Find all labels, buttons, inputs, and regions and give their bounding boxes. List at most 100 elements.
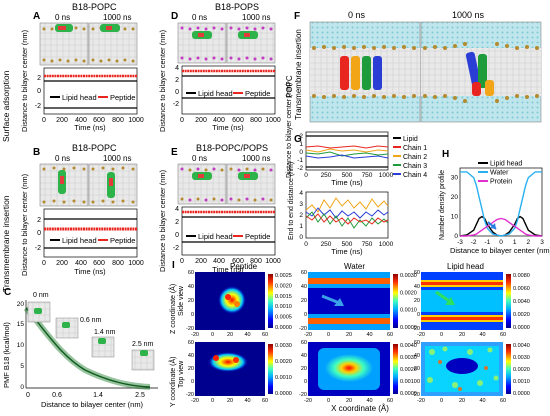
panel-a-xtick: 800 bbox=[112, 117, 124, 124]
panel-g-xtick: 0 bbox=[304, 241, 308, 248]
panel-d-snapshots bbox=[177, 22, 276, 64]
panel-letter-b: B bbox=[33, 147, 40, 158]
heatmap-xtick: 40 bbox=[479, 398, 485, 404]
panel-b-time1: 1000 ns bbox=[103, 154, 131, 163]
heatmap-water-side bbox=[308, 272, 390, 330]
colorbar-tick: 0.0010 bbox=[275, 304, 292, 310]
panel-c-snapshot-label: 0 nm bbox=[33, 292, 49, 299]
panel-d-time0: 0 ns bbox=[192, 13, 207, 22]
panel-letter-h: H bbox=[442, 149, 449, 160]
panel-c-snapshot-label: 0.6 nm bbox=[80, 317, 102, 324]
heatmap-ytick: 0 bbox=[191, 312, 194, 318]
panel-c-snapshot-label: 2.5 nm bbox=[132, 341, 154, 348]
heatmap-ytick: -20 bbox=[186, 392, 194, 398]
panel-c-snapshot-2: 1.4 nm bbox=[91, 329, 116, 358]
heatmap-xtick: -20 bbox=[191, 398, 199, 404]
panel-i-ylabel-bottom2: Top view bbox=[178, 360, 185, 388]
panel-h-xtick: -3 bbox=[457, 239, 463, 246]
panel-g-xtick: 500 bbox=[342, 241, 353, 248]
panel-c-ytick: 10 bbox=[17, 342, 25, 349]
panel-b-xtick: 400 bbox=[75, 260, 87, 267]
panel-a-title: B18-POPC bbox=[72, 2, 117, 12]
colorbar-tick: 0.0020 bbox=[275, 359, 292, 365]
legend-peptide: Peptide bbox=[110, 236, 135, 245]
panel-d-ytick: 0 bbox=[175, 89, 179, 96]
panel-a-xtick: 400 bbox=[75, 117, 87, 124]
panel-b-title: B18-POPC bbox=[72, 143, 117, 153]
panel-b-xtick: 200 bbox=[56, 260, 68, 267]
panel-h-ytick: 20 bbox=[451, 194, 459, 201]
series-line-lipid-head bbox=[459, 215, 543, 237]
heatmap-xtick: 0 bbox=[211, 398, 214, 404]
heatmap-xtick: 60 bbox=[387, 332, 393, 338]
panel-e-time1: 1000 ns bbox=[242, 154, 270, 163]
panel-g-legend: Lipid bbox=[403, 136, 418, 143]
panel-a-ytick-1: 0 bbox=[37, 88, 41, 95]
panel-i-arrow-icon bbox=[445, 297, 455, 305]
heatmap-ytick: 60 bbox=[301, 340, 307, 346]
colorbar-tick: 0.0020 bbox=[513, 367, 530, 373]
panel-i-ylabel-bottom: Y coordinate (Å) bbox=[168, 357, 177, 407]
heatmap-ytick: 0 bbox=[191, 379, 194, 385]
panel-e-ytick: 2 bbox=[175, 219, 179, 226]
panel-c-xtick: 0 bbox=[26, 392, 30, 399]
panel-g-bottom-plot: 4 3 2 1 0 0 250 500 750 1000 Time (ns) E… bbox=[288, 162, 394, 256]
colorbar-tick: 0.0020 bbox=[400, 367, 417, 373]
panel-h-xtick: 1 bbox=[513, 239, 517, 246]
panel-h-xtick: -2 bbox=[471, 239, 477, 246]
panel-d-xtick: 600 bbox=[232, 117, 244, 124]
panel-d-xtick: 0 bbox=[180, 117, 184, 124]
panel-g-xlabel: Time (ns) bbox=[331, 247, 363, 256]
panel-h-xtick: -1 bbox=[484, 239, 490, 246]
panel-b-time0: 0 ns bbox=[55, 154, 70, 163]
panel-e-ytick: 4 bbox=[175, 206, 179, 213]
legend-lipid-head: Lipid head bbox=[62, 236, 97, 245]
heatmap-ytick: 0 bbox=[417, 312, 420, 318]
panel-e-xtick: 200 bbox=[195, 258, 207, 265]
panel-d-ytick: 2 bbox=[175, 77, 179, 84]
panel-b-ytick: 0 bbox=[37, 230, 41, 237]
panel-g-xtick: 1000 bbox=[379, 172, 394, 179]
panel-e-title: B18-POPC/POPS bbox=[196, 143, 268, 153]
heatmap-ytick: 40 bbox=[188, 353, 194, 359]
panel-g-ytick: -2 bbox=[297, 165, 303, 172]
colorbar-tick: 0.0080 bbox=[513, 273, 530, 279]
panel-g-xtick: 0 bbox=[304, 172, 308, 179]
colorbar-tick: 0.0030 bbox=[513, 355, 530, 361]
panel-b-xlabel: Time (ns) bbox=[74, 267, 106, 276]
panel-c-ytick: 0 bbox=[20, 384, 24, 391]
panel-a-xtick: 200 bbox=[56, 117, 68, 124]
panel-i-xlabel: X coordinate (Å) bbox=[331, 404, 389, 413]
panel-g-ytick2: 1 bbox=[299, 223, 303, 230]
panel-c-ylabel: PMF B18 (kcal/mol) bbox=[2, 322, 11, 388]
panel-e-time0: 0 ns bbox=[192, 154, 207, 163]
heatmap-ytick: -20 bbox=[412, 326, 420, 332]
heatmap-ytick: 60 bbox=[414, 340, 420, 346]
heatmap-ytick: 40 bbox=[188, 284, 194, 290]
heatmap-ytick: -20 bbox=[412, 392, 420, 398]
heatmap-ytick: 20 bbox=[414, 366, 420, 372]
panel-b-snapshots bbox=[39, 163, 138, 207]
panel-e-ylabel: Distance to bilayer center (nm) bbox=[158, 169, 167, 272]
panel-i-title-peptide: Peptide bbox=[230, 262, 258, 271]
legend-label: Water bbox=[490, 170, 509, 177]
heatmap-xtick: 20 bbox=[346, 332, 352, 338]
panel-d-xtick: 1000 bbox=[265, 117, 281, 124]
panel-g-ytick: 1 bbox=[299, 141, 303, 148]
heatmap-ytick: 0 bbox=[304, 312, 307, 318]
panel-letter-d: D bbox=[171, 11, 178, 22]
heatmap-ytick: 40 bbox=[414, 284, 420, 290]
panel-c-xtick: 1.4 bbox=[93, 392, 103, 399]
panel-c-snapshot-3: 2.5 nm bbox=[131, 341, 155, 371]
panel-c-pmf-plot: 20 15 10 5 0 0 0.6 1.4 2.5 Distance to b… bbox=[2, 292, 158, 409]
panel-b-ytick: -2 bbox=[35, 245, 41, 252]
legend-lipid-head: Lipid head bbox=[198, 232, 233, 241]
side-label-surface: Surface adsorption bbox=[1, 70, 11, 142]
heatmap-ytick: 60 bbox=[414, 270, 420, 276]
panel-g-ylabel1: Distance to bilayer center (nm) bbox=[286, 83, 293, 178]
colorbar-tick: 0.0030 bbox=[400, 355, 417, 361]
panel-g-xtick: 500 bbox=[342, 172, 353, 179]
colorbar-tick: 0.0000 bbox=[275, 325, 292, 331]
colorbar-tick: 0.0000 bbox=[400, 325, 417, 331]
panel-e-xtick: 600 bbox=[232, 258, 244, 265]
